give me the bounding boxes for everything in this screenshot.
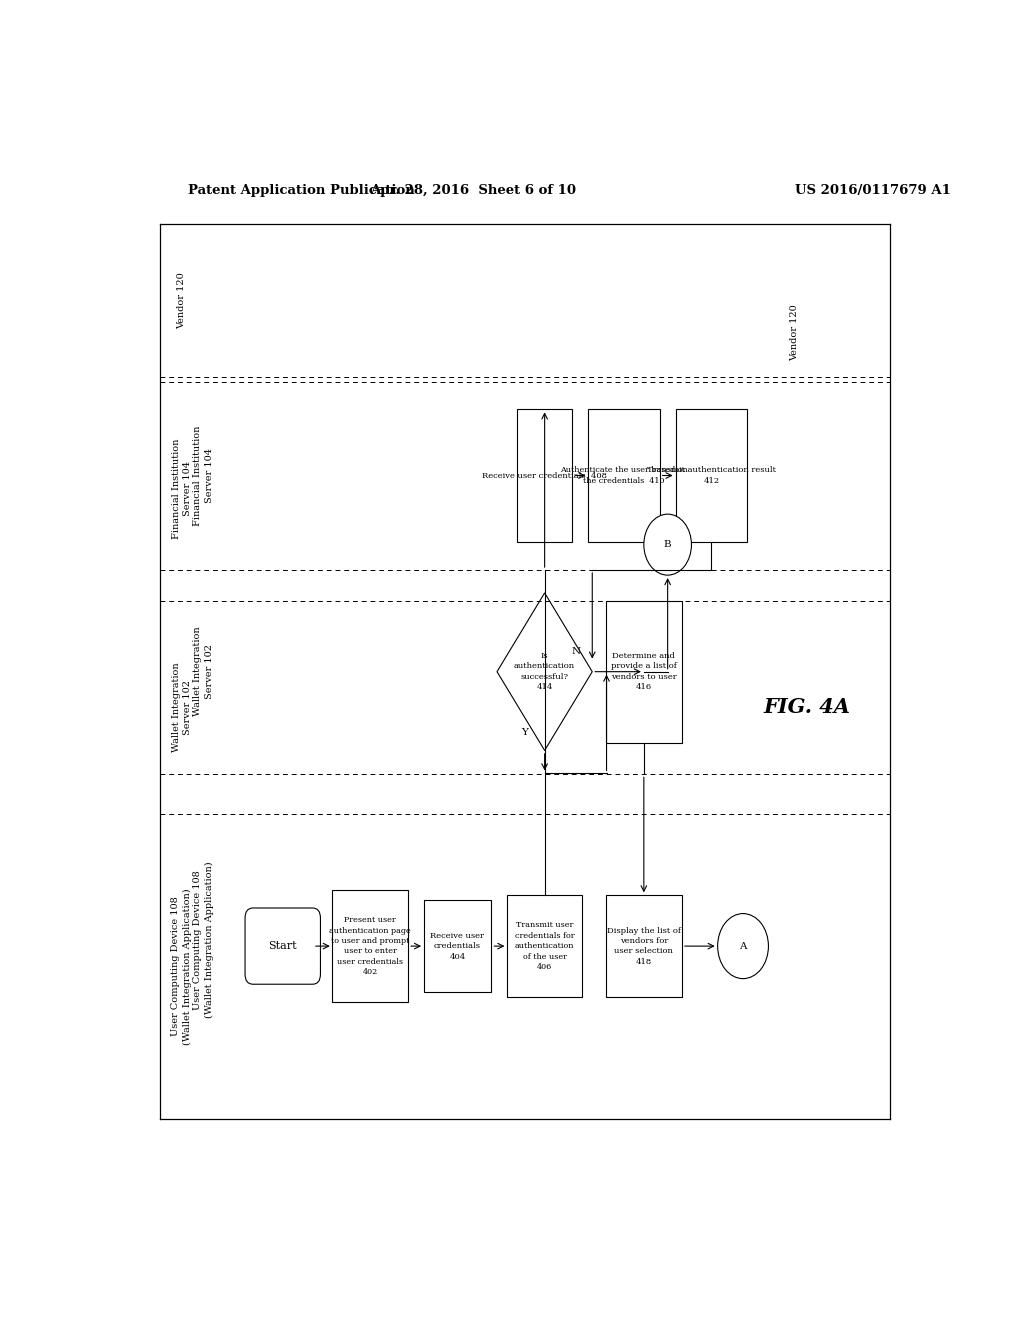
Polygon shape xyxy=(497,593,592,751)
FancyBboxPatch shape xyxy=(606,895,682,997)
Circle shape xyxy=(644,515,691,576)
Text: Transmit authentication result
412: Transmit authentication result 412 xyxy=(647,466,776,484)
Text: Y: Y xyxy=(521,729,528,737)
Text: Wallet Integration
Server 102: Wallet Integration Server 102 xyxy=(172,663,193,752)
Text: Start: Start xyxy=(268,941,297,952)
Text: A: A xyxy=(739,941,746,950)
Text: Apr. 28, 2016  Sheet 6 of 10: Apr. 28, 2016 Sheet 6 of 10 xyxy=(371,185,577,198)
FancyBboxPatch shape xyxy=(676,409,746,541)
FancyBboxPatch shape xyxy=(245,908,321,985)
FancyBboxPatch shape xyxy=(517,409,572,541)
FancyBboxPatch shape xyxy=(588,409,659,541)
Text: Authenticate the user based on
the credentials  410: Authenticate the user based on the crede… xyxy=(560,466,688,484)
Text: Is
authentication
successful?
414: Is authentication successful? 414 xyxy=(514,652,575,692)
Text: N: N xyxy=(571,647,581,656)
Text: Determine and
provide a list of
vendors to user
416: Determine and provide a list of vendors … xyxy=(611,652,677,692)
FancyBboxPatch shape xyxy=(606,601,682,743)
Text: Present user
authentication page
to user and prompt
user to enter
user credentia: Present user authentication page to user… xyxy=(329,916,411,975)
Text: Display the list of
vendors for
user selection
418: Display the list of vendors for user sel… xyxy=(607,927,681,966)
FancyBboxPatch shape xyxy=(333,890,408,1002)
Text: Financial Institution
Server 104: Financial Institution Server 104 xyxy=(172,438,193,539)
FancyBboxPatch shape xyxy=(424,900,492,991)
Text: Wallet Integration
Server 102: Wallet Integration Server 102 xyxy=(193,627,214,717)
FancyBboxPatch shape xyxy=(507,895,583,997)
Text: Transmit user
credentials for
authentication
of the user
406: Transmit user credentials for authentica… xyxy=(515,921,574,972)
Text: User Computing Device 108
(Wallet Integration Application): User Computing Device 108 (Wallet Integr… xyxy=(193,862,214,1018)
Text: FIG. 4A: FIG. 4A xyxy=(763,697,850,717)
Circle shape xyxy=(718,913,768,978)
Text: Receive user credentials  408: Receive user credentials 408 xyxy=(482,471,607,479)
Text: Vendor 120: Vendor 120 xyxy=(791,304,799,360)
Text: Patent Application Publication: Patent Application Publication xyxy=(187,185,415,198)
Text: B: B xyxy=(664,540,672,549)
Text: User Computing Device 108
(Wallet Integration Application): User Computing Device 108 (Wallet Integr… xyxy=(171,888,193,1044)
Text: Financial Institution
Server 104: Financial Institution Server 104 xyxy=(193,425,214,525)
Text: Receive user
credentials
404: Receive user credentials 404 xyxy=(430,932,484,961)
Text: Vendor 120: Vendor 120 xyxy=(177,272,186,329)
Text: US 2016/0117679 A1: US 2016/0117679 A1 xyxy=(795,185,950,198)
